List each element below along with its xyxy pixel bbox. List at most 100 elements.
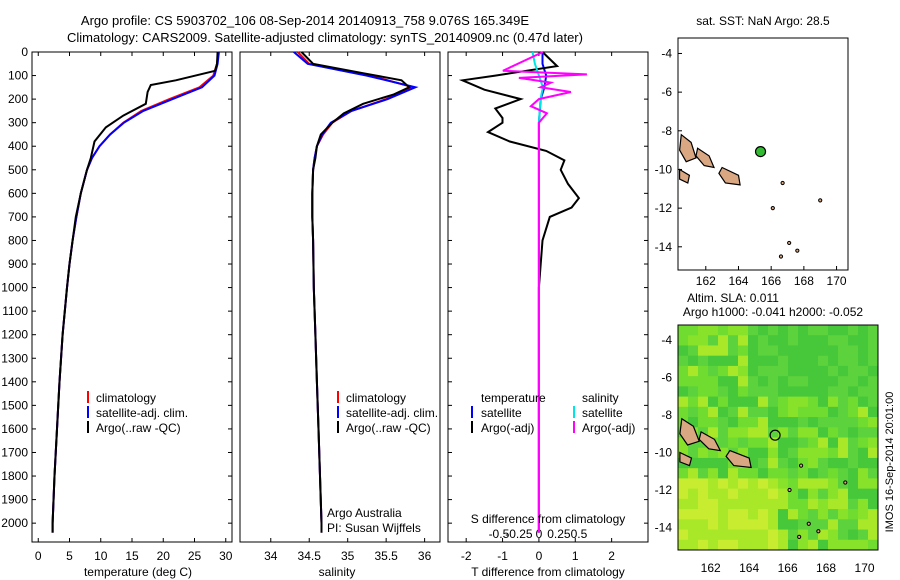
sla-cell: [728, 365, 739, 377]
sla-cell: [718, 488, 729, 500]
islet: [780, 180, 785, 186]
x-tick-label: 2: [608, 549, 615, 563]
sla-cell: [858, 427, 869, 439]
sla-cell: [738, 519, 749, 531]
sla-cell: [868, 345, 878, 357]
sla-cell: [788, 365, 799, 377]
salinity-panel: [239, 51, 441, 543]
sla-cell: [718, 386, 729, 398]
sla-cell: [768, 335, 779, 347]
x-tick-label: 0: [536, 549, 543, 563]
sla-cell: [708, 325, 719, 336]
islet: [797, 534, 802, 539]
sla-cell: [758, 417, 769, 428]
sla-cell: [678, 519, 689, 531]
sla-cell: [838, 427, 849, 439]
y-tick-label: 1000: [1, 281, 28, 295]
map-x-tick-label: 162: [696, 274, 716, 288]
x-tick-label: 15: [125, 549, 139, 563]
sla-map: [677, 324, 879, 551]
sla-cell: [828, 539, 839, 550]
islet: [798, 463, 804, 468]
sla-cell: [738, 437, 749, 449]
sla-cell: [818, 488, 829, 500]
sla-cell: [708, 488, 719, 500]
sla-cell: [788, 478, 799, 490]
sla-cell: [808, 498, 819, 510]
sla-cell: [678, 386, 689, 398]
map-y-tick-label: -4: [661, 333, 672, 347]
sla-cell: [788, 539, 799, 550]
y-tick-label: 1600: [1, 422, 28, 436]
sla-cell: [698, 335, 709, 347]
sla-cell: [748, 488, 759, 500]
sla-cell: [798, 437, 809, 449]
sla-cell: [748, 345, 759, 357]
sla-cell: [738, 345, 749, 357]
sla-cell: [788, 468, 799, 480]
sla-cell: [748, 427, 759, 439]
sla-cell: [708, 427, 719, 439]
credit-pi: PI: Susan Wijffels: [327, 521, 421, 535]
sla-cell: [738, 498, 749, 510]
sla-cell: [838, 519, 849, 531]
sla-cell: [798, 457, 809, 469]
sla-cell: [748, 386, 759, 398]
sla-cell: [858, 519, 869, 531]
sla-cell: [788, 488, 799, 500]
sla-cell: [708, 406, 719, 418]
sla-cell: [688, 345, 699, 357]
sla-cell: [688, 457, 699, 469]
map-x-tick-label: 168: [794, 274, 814, 288]
sla-cell: [808, 406, 819, 418]
sla-cell: [868, 457, 878, 469]
sla-cell: [818, 529, 829, 541]
sla-cell: [868, 417, 878, 428]
legend-label-argo: Argo(..raw -QC): [346, 421, 431, 435]
legend-label-climatology: climatology: [346, 391, 406, 405]
sla-cell: [808, 355, 819, 367]
sla-cell: [798, 355, 809, 367]
sla-cell: [808, 427, 819, 439]
sla-cell: [758, 335, 769, 347]
sla-cell: [738, 365, 749, 377]
sla-cell: [718, 498, 729, 510]
temperature-legend: climatology satellite-adj. clim. Argo(..…: [87, 391, 188, 435]
sla-cell: [698, 529, 709, 541]
sla-cell: [738, 376, 749, 387]
x-tick-label: 34: [264, 549, 278, 563]
sla-cell: [748, 376, 759, 387]
map-x-tick-label: 164: [739, 561, 759, 575]
sla-cell: [728, 376, 739, 387]
sla-cell: [828, 345, 839, 357]
islet: [806, 521, 811, 526]
sla-cell: [778, 386, 789, 398]
sla-cell: [738, 447, 749, 459]
sla-cell: [868, 325, 878, 336]
sla-cell: [678, 335, 689, 347]
sla-cell: [868, 468, 878, 480]
sla-cell: [858, 396, 869, 408]
sla-cell: [688, 355, 699, 367]
sla-cell: [868, 396, 878, 408]
sla-cell: [708, 365, 719, 377]
sla-cell: [838, 539, 849, 550]
series-line-satellite-adj-clim-: [51, 51, 220, 533]
map-y-tick-label: -4: [661, 46, 672, 60]
sla-cell: [818, 519, 829, 531]
sla-cell: [748, 447, 759, 459]
sla-cell: [748, 437, 759, 449]
sla-cell: [808, 457, 819, 469]
sla-cell: [688, 325, 699, 336]
sla-cell: [808, 478, 819, 490]
sla-cell: [848, 417, 859, 428]
sla-cell: [828, 427, 839, 439]
y-tick-label: 1800: [1, 469, 28, 483]
x-tick-label: 35: [341, 549, 355, 563]
islet: [787, 240, 792, 246]
sla-cell: [818, 417, 829, 428]
sla-cell: [848, 488, 859, 500]
sla-cell: [788, 386, 799, 398]
sla-cell: [758, 478, 769, 490]
